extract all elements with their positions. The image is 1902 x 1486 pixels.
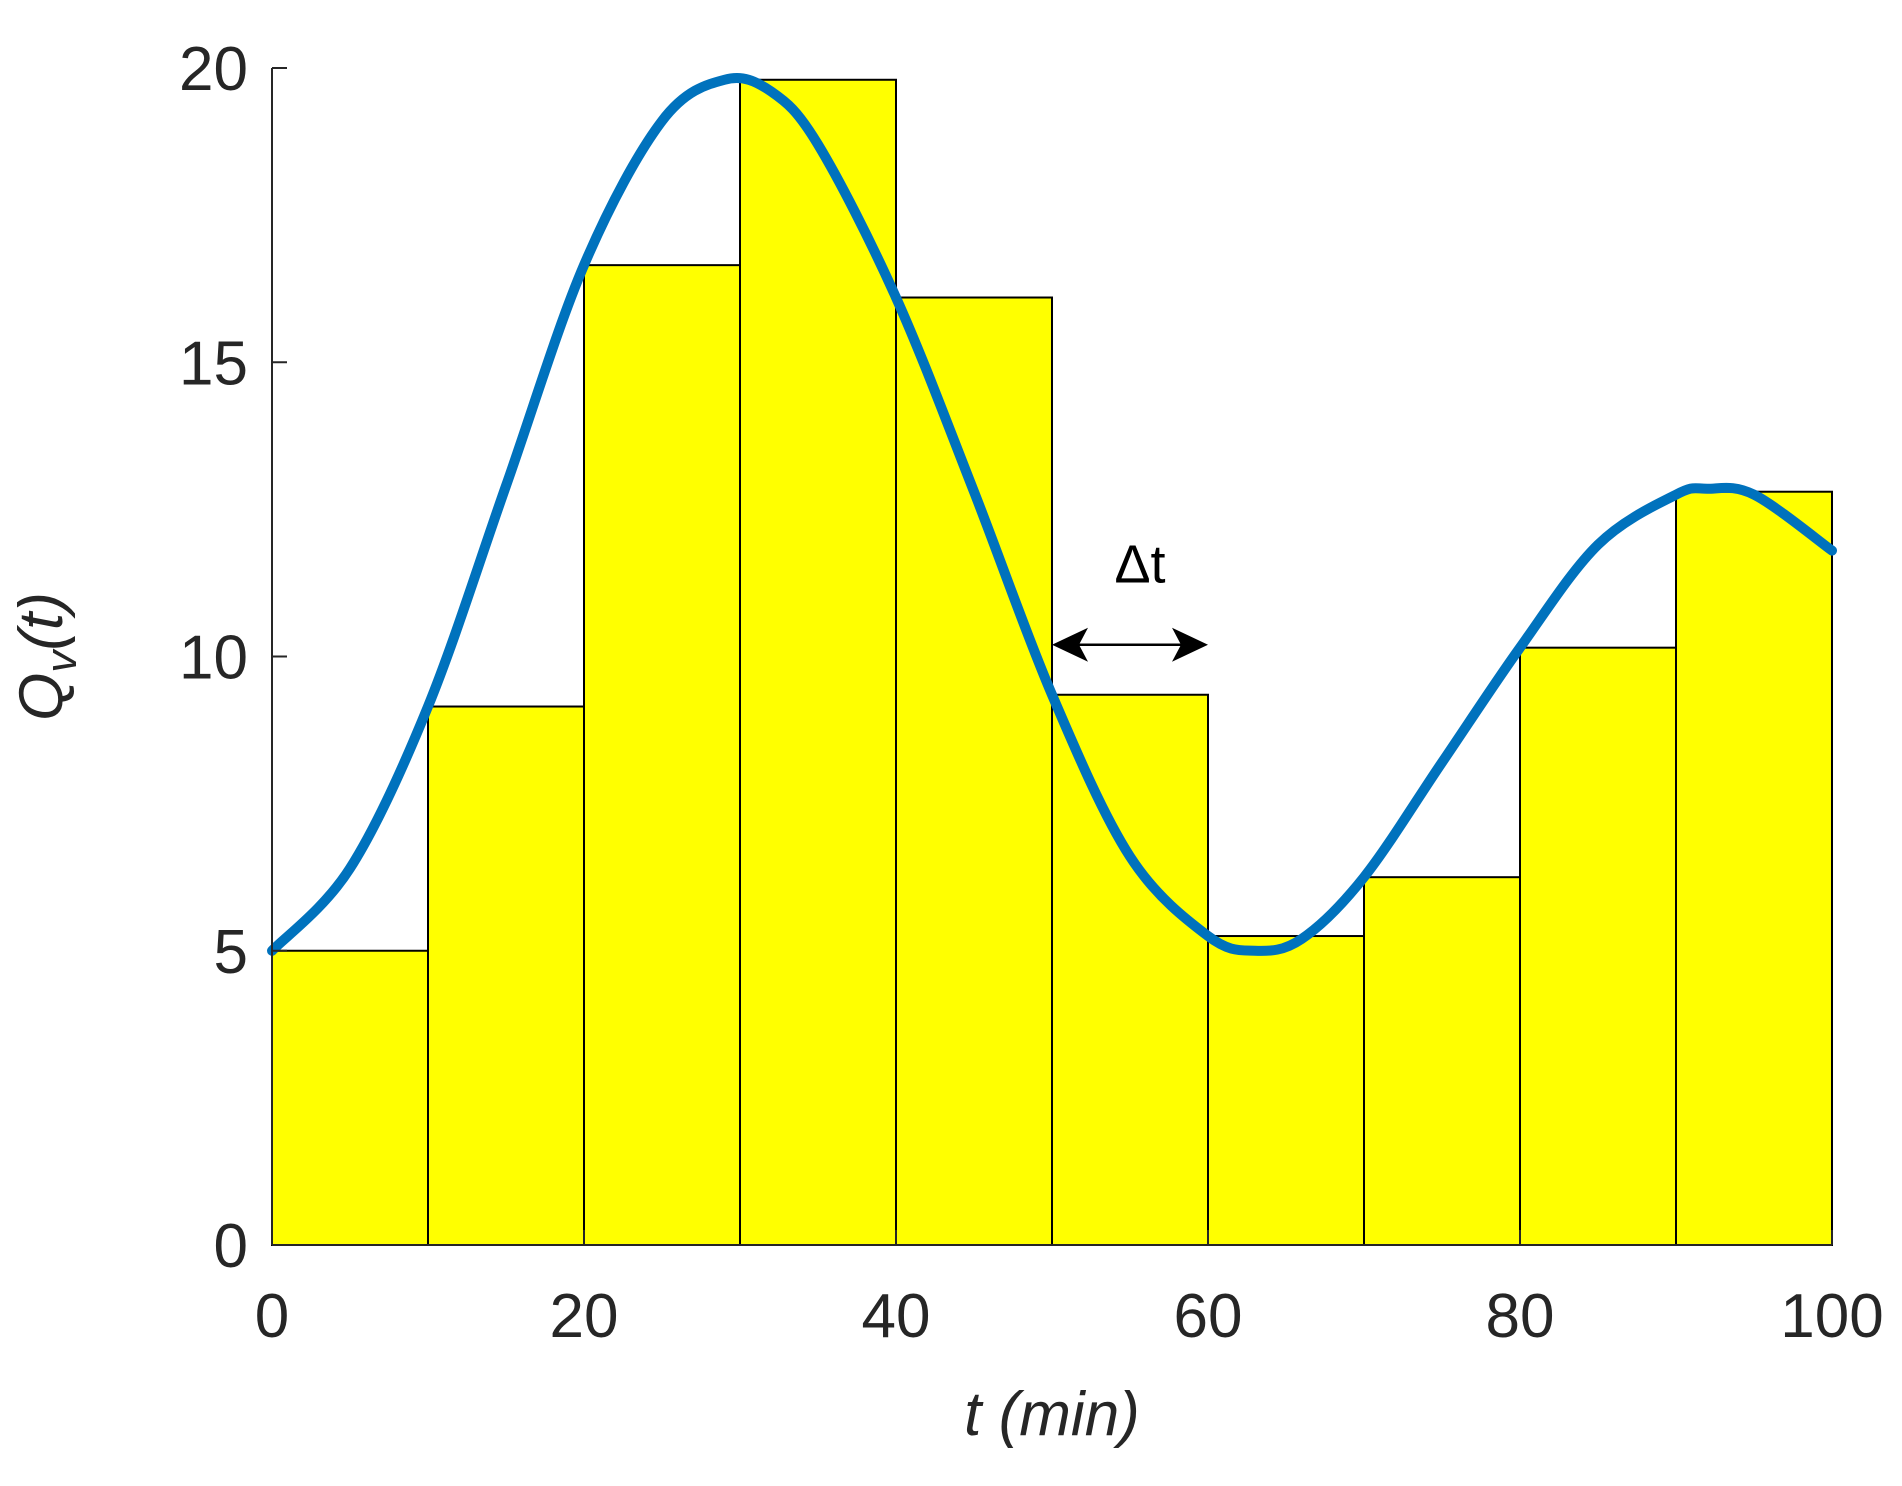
y-tick-label-15: 15 <box>179 329 248 398</box>
ticks-layer: 0 20 40 60 80 100 0 5 10 15 20 <box>179 35 1884 1351</box>
bar-8 <box>1363 876 1521 1246</box>
y-tick-label-0: 0 <box>214 1212 248 1281</box>
bar-3 <box>583 264 741 1246</box>
x-tick-label-20: 20 <box>550 1282 619 1351</box>
x-tick-label-60: 60 <box>1174 1282 1243 1351</box>
bar-6 <box>1051 693 1209 1246</box>
y-axis-label-subscript: v <box>37 648 86 673</box>
annotation-layer <box>1052 627 1208 662</box>
flow-curve <box>267 73 1837 956</box>
x-tick-label-100: 100 <box>1780 1282 1883 1351</box>
x-axis-label: t (min) <box>964 1380 1140 1449</box>
bars-layer <box>271 78 1833 1247</box>
bar-10 <box>1675 490 1833 1247</box>
y-axis-label: Qv(t) <box>7 592 86 721</box>
bar-1 <box>271 949 429 1246</box>
delta-t-arrowhead-right <box>1172 627 1208 662</box>
delta-t-label: Δt <box>1114 535 1165 595</box>
y-axis-label-main: Q <box>7 673 76 721</box>
x-tick-label-40: 40 <box>862 1282 931 1351</box>
bar-5 <box>895 296 1053 1246</box>
x-tick-label-0: 0 <box>255 1282 289 1351</box>
bar-2 <box>427 705 585 1246</box>
y-tick-label-5: 5 <box>214 918 248 987</box>
delta-t-arrowhead-left <box>1052 627 1088 662</box>
y-axis-label-tail: (t) <box>7 592 76 651</box>
bar-4 <box>739 78 897 1246</box>
bar-7 <box>1207 935 1365 1246</box>
bar-9 <box>1519 646 1677 1246</box>
x-tick-label-80: 80 <box>1486 1282 1555 1351</box>
curve-layer <box>267 73 1837 956</box>
y-tick-label-20: 20 <box>179 35 248 104</box>
y-tick-label-10: 10 <box>179 624 248 693</box>
